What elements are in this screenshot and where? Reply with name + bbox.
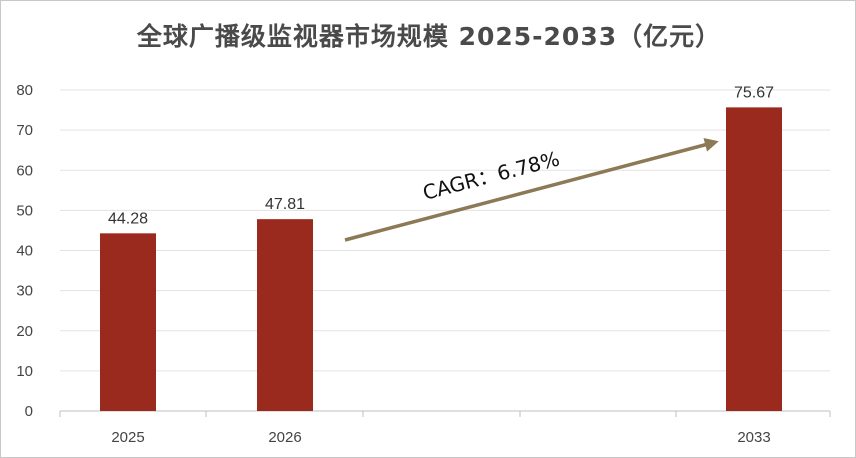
y-tick-label: 80 [16,82,33,99]
bars: 44.28 47.81 75.67 [100,84,782,412]
x-tick-label: 2026 [268,429,301,446]
y-tick-label: 70 [16,122,33,139]
y-tick-label: 60 [16,162,33,179]
data-label-2033: 75.67 [734,84,774,101]
y-tick-label: 40 [16,243,33,260]
x-tick-label: 2025 [111,429,144,446]
cagr-annotation: CAGR：6.78% [344,138,719,242]
cagr-label: CAGR：6.78% [420,146,562,204]
y-axis: 0 10 20 30 40 50 60 70 80 [16,82,33,420]
bar-2025 [100,233,156,411]
data-label-2026: 47.81 [265,196,305,213]
x-axis: 2025 2026 2033 [59,411,831,446]
bar-2033 [726,107,782,412]
y-tick-label: 10 [16,363,33,380]
data-label-2025: 44.28 [108,210,148,227]
y-tick-label: 50 [16,202,33,219]
cagr-arrow [344,138,719,242]
grid-lines [60,89,830,412]
chart-title: 全球广播级监视器市场规模 2025-2033（亿元） [136,22,722,51]
x-tick-label: 2033 [737,429,770,446]
bar-2026 [257,219,313,411]
y-tick-label: 30 [16,283,33,300]
y-tick-label: 20 [16,323,33,340]
y-tick-label: 0 [25,403,33,420]
